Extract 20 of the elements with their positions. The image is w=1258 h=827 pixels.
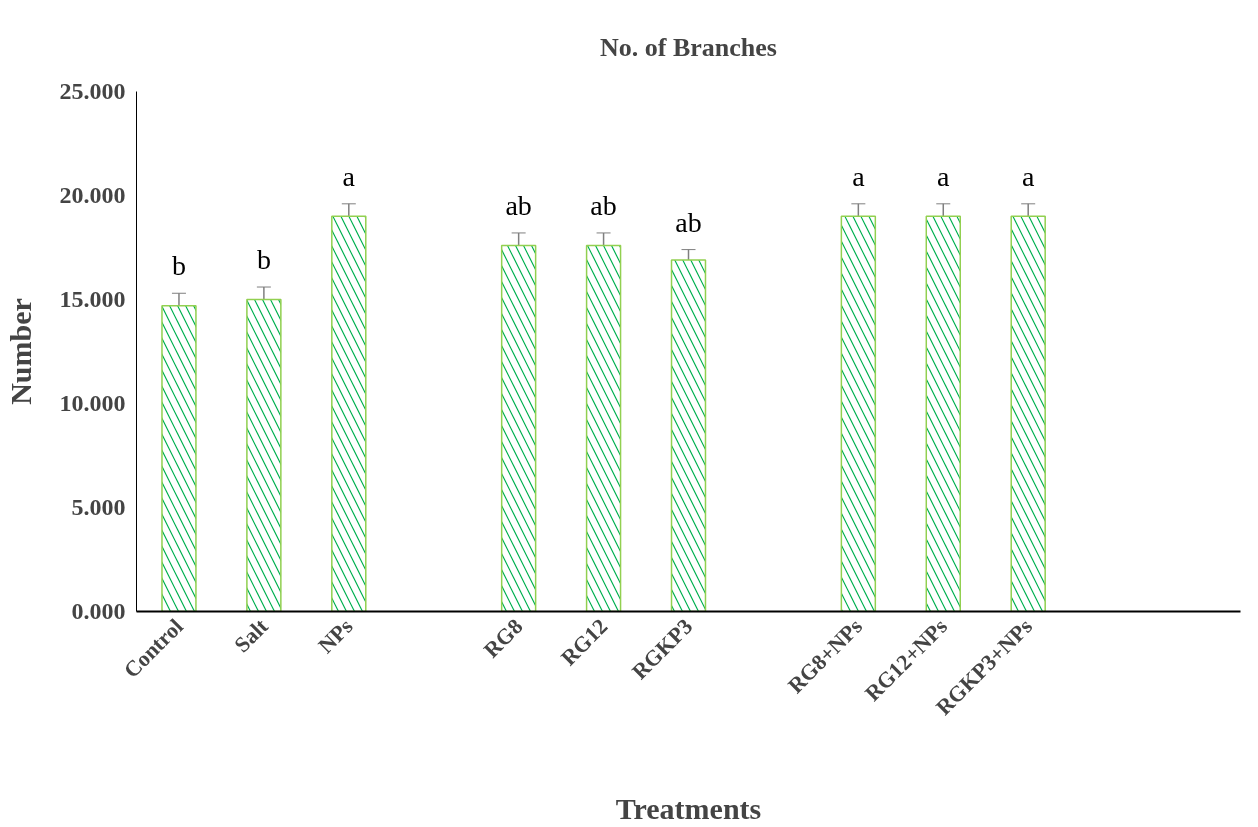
annotation: ab bbox=[675, 206, 702, 238]
y-tick-label: 25.000 bbox=[59, 78, 126, 104]
annotation: a bbox=[342, 160, 356, 192]
y-tick-label: 10.000 bbox=[59, 390, 126, 416]
y-tick-label: 5.000 bbox=[71, 494, 126, 520]
chart-title: No. of Branches bbox=[600, 32, 777, 62]
y-tick-label: 15.000 bbox=[59, 286, 126, 312]
x-tick-label: NPs bbox=[313, 613, 358, 659]
annotation: ab bbox=[590, 189, 617, 221]
annotation: a bbox=[937, 160, 951, 192]
annotation: b bbox=[171, 250, 186, 282]
y-axis-title: Number bbox=[3, 298, 37, 405]
annotation: ab bbox=[505, 189, 532, 221]
x-tick-label: Salt bbox=[229, 613, 274, 658]
y-tick-label: 0.000 bbox=[71, 598, 126, 624]
y-tick-label: 20.000 bbox=[59, 182, 126, 208]
annotation: a bbox=[852, 160, 866, 192]
x-axis-title: Treatments bbox=[615, 791, 762, 825]
annotation: b bbox=[256, 244, 271, 276]
annotation: a bbox=[1021, 160, 1035, 192]
